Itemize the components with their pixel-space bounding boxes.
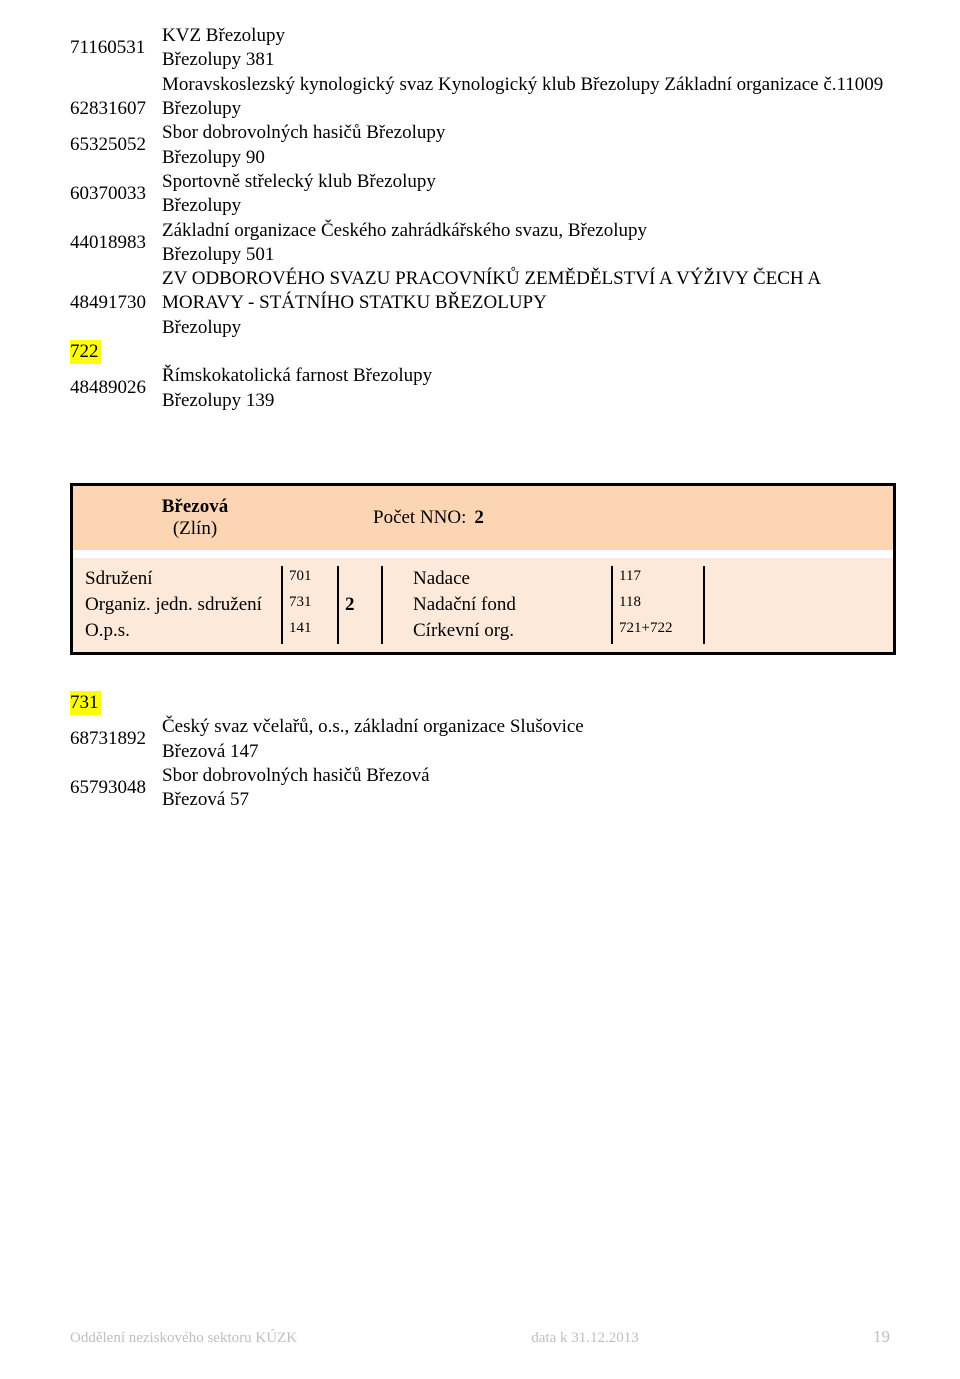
entry-id: 48491730 bbox=[70, 267, 162, 315]
category-number: 722 bbox=[70, 340, 101, 364]
summary-c5: 721+722 bbox=[613, 618, 705, 644]
entry-lines: Český svaz včelařů, o.s., základní organ… bbox=[162, 715, 890, 764]
entry-line: Březolupy bbox=[162, 97, 890, 121]
summary-c3 bbox=[339, 618, 383, 644]
entry-line: Březolupy bbox=[162, 316, 890, 340]
summary-c1: O.p.s. bbox=[73, 618, 283, 644]
summary-c1: Organiz. jedn. sdružení bbox=[73, 592, 283, 618]
summary-count-value: 2 bbox=[474, 507, 484, 529]
summary-c4: Nadační fond bbox=[383, 592, 613, 618]
entry-id: 60370033 bbox=[70, 170, 162, 206]
summary-c5: 118 bbox=[613, 592, 705, 618]
summary-spacer bbox=[73, 550, 893, 558]
summary-c4: Nadace bbox=[383, 566, 613, 592]
page-footer: Oddělení neziskového sektoru KÚZK data k… bbox=[70, 1327, 890, 1347]
entry-line: Březolupy 501 bbox=[162, 243, 890, 267]
entry-lines: Sbor dobrovolných hasičů Březová Březová… bbox=[162, 764, 890, 813]
entry-line: Sbor dobrovolných hasičů Březová bbox=[162, 764, 890, 788]
entry-row: 65793048 Sbor dobrovolných hasičů Březov… bbox=[70, 764, 890, 813]
entry-lines: KVZ Březolupy Březolupy 381 bbox=[162, 24, 890, 73]
entries-bottom: 731 68731892 Český svaz včelařů, o.s., z… bbox=[70, 691, 890, 813]
entries-top: 71160531 KVZ Březolupy Březolupy 381 628… bbox=[70, 24, 890, 413]
entry-row: 65325052 Sbor dobrovolných hasičů Březol… bbox=[70, 121, 890, 170]
entry-line: Březolupy 90 bbox=[162, 146, 890, 170]
entry-line: Moravskoslezský kynologický svaz Kynolog… bbox=[162, 73, 890, 97]
summary-c3: 2 bbox=[339, 592, 383, 618]
summary-c6 bbox=[705, 566, 893, 592]
summary-data-row: O.p.s. 141 Církevní org. 721+722 bbox=[73, 618, 893, 644]
entry-id: 65325052 bbox=[70, 121, 162, 157]
entry-lines: Moravskoslezský kynologický svaz Kynolog… bbox=[162, 73, 890, 122]
entry-line: Březolupy 381 bbox=[162, 48, 890, 72]
entry-row: 48489026 Římskokatolická farnost Březolu… bbox=[70, 364, 890, 413]
summary-count-cell: Počet NNO: 2 bbox=[313, 486, 893, 550]
category-number: 731 bbox=[70, 691, 101, 715]
entry-line: Březová 57 bbox=[162, 788, 890, 812]
summary-c2: 141 bbox=[283, 618, 339, 644]
summary-spacer bbox=[73, 644, 893, 652]
entry-id: 65793048 bbox=[70, 764, 162, 800]
summary-c6 bbox=[705, 592, 893, 618]
summary-count-label: Počet NNO: bbox=[373, 507, 466, 529]
entry-id: 44018983 bbox=[70, 219, 162, 255]
entry-row: 60370033 Sportovně střelecký klub Březol… bbox=[70, 170, 890, 219]
summary-data-row: Sdružení 701 Nadace 117 bbox=[73, 566, 893, 592]
summary-title: Březová (Zlín) bbox=[73, 486, 313, 550]
entry-lines: Sportovně střelecký klub Březolupy Březo… bbox=[162, 170, 890, 219]
entry-line: KVZ Březolupy bbox=[162, 24, 890, 48]
entry-row: 68731892 Český svaz včelařů, o.s., zákla… bbox=[70, 715, 890, 764]
page: 71160531 KVZ Březolupy Březolupy 381 628… bbox=[0, 0, 960, 1379]
summary-c2: 731 bbox=[283, 592, 339, 618]
summary-c4: Církevní org. bbox=[383, 618, 613, 644]
footer-mid: data k 31.12.2013 bbox=[531, 1330, 638, 1347]
entry-id: 62831607 bbox=[70, 73, 162, 121]
summary-c1: Sdružení bbox=[73, 566, 283, 592]
summary-title-line2: (Zlín) bbox=[173, 518, 217, 539]
category-marker: 731 bbox=[70, 691, 890, 715]
summary-title-line1: Březová bbox=[162, 496, 228, 517]
entry-row: 48491730 ZV ODBOROVÉHO SVAZU PRACOVNÍKŮ … bbox=[70, 267, 890, 340]
entry-line: Sportovně střelecký klub Březolupy bbox=[162, 170, 890, 194]
summary-box: Březová (Zlín) Počet NNO: 2 Sdružení 701… bbox=[70, 483, 896, 655]
category-marker: 722 bbox=[70, 340, 890, 364]
entry-line: Sbor dobrovolných hasičů Březolupy bbox=[162, 121, 890, 145]
entry-line: Základní organizace Českého zahrádkářské… bbox=[162, 219, 890, 243]
entry-row: 62831607 Moravskoslezský kynologický sva… bbox=[70, 73, 890, 122]
entry-line: Český svaz včelařů, o.s., základní organ… bbox=[162, 715, 890, 739]
summary-data-row: Organiz. jedn. sdružení 731 2 Nadační fo… bbox=[73, 592, 893, 618]
entry-lines: Základní organizace Českého zahrádkářské… bbox=[162, 219, 890, 268]
entry-line: Římskokatolická farnost Březolupy bbox=[162, 364, 890, 388]
summary-spacer bbox=[73, 558, 893, 566]
entry-row: 44018983 Základní organizace Českého zah… bbox=[70, 219, 890, 268]
entry-line: Březová 147 bbox=[162, 740, 890, 764]
entry-line: Březolupy 139 bbox=[162, 389, 890, 413]
entry-row: 71160531 KVZ Březolupy Březolupy 381 bbox=[70, 24, 890, 73]
entry-lines: Sbor dobrovolných hasičů Březolupy Březo… bbox=[162, 121, 890, 170]
entry-id: 71160531 bbox=[70, 24, 162, 60]
summary-c5: 117 bbox=[613, 566, 705, 592]
summary-c2: 701 bbox=[283, 566, 339, 592]
entry-line: Březolupy bbox=[162, 194, 890, 218]
entry-id: 68731892 bbox=[70, 715, 162, 751]
footer-left: Oddělení neziskového sektoru KÚZK bbox=[70, 1330, 297, 1347]
summary-c3 bbox=[339, 566, 383, 592]
footer-page-number: 19 bbox=[873, 1327, 890, 1347]
entry-id: 48489026 bbox=[70, 364, 162, 400]
summary-head-row: Březová (Zlín) Počet NNO: 2 bbox=[73, 486, 893, 550]
entry-lines: ZV ODBOROVÉHO SVAZU PRACOVNÍKŮ ZEMĚDĚLST… bbox=[162, 267, 890, 340]
summary-c6 bbox=[705, 618, 893, 644]
entry-lines: Římskokatolická farnost Březolupy Březol… bbox=[162, 364, 890, 413]
entry-line: ZV ODBOROVÉHO SVAZU PRACOVNÍKŮ ZEMĚDĚLST… bbox=[162, 267, 890, 316]
